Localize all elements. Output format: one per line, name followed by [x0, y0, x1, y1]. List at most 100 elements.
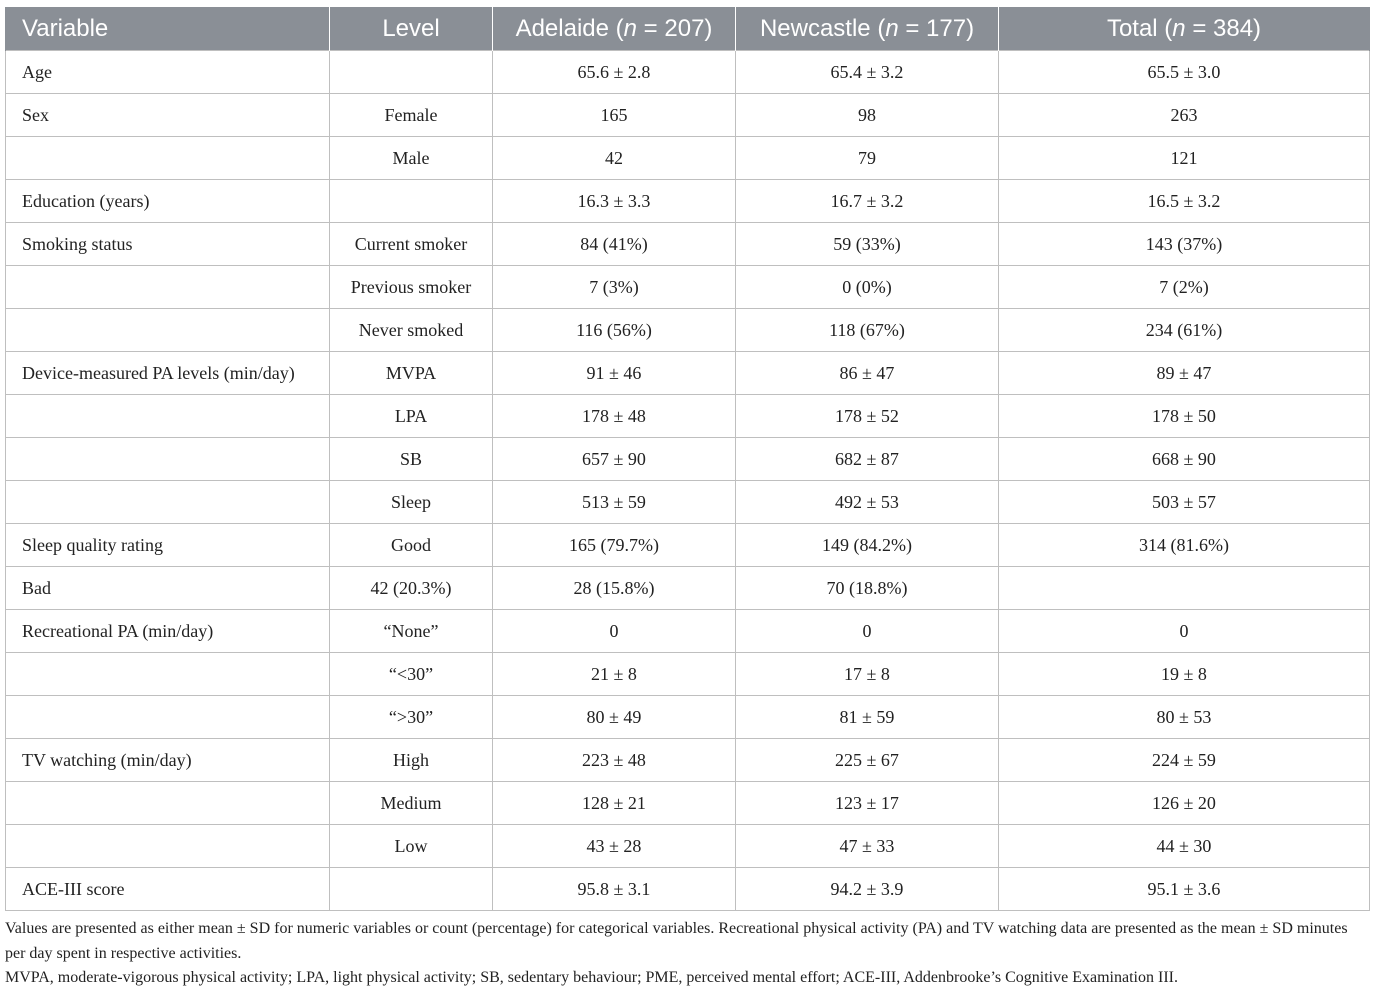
cell-level: Previous smoker [329, 265, 493, 309]
cell-variable [5, 437, 330, 481]
cell-total: 668 ± 90 [998, 437, 1370, 481]
cell-level: Current smoker [329, 222, 493, 266]
cell-adelaide: 91 ± 46 [492, 351, 736, 395]
cell-adelaide: 178 ± 48 [492, 394, 736, 438]
cell-adelaide: 43 ± 28 [492, 824, 736, 868]
cell-newcastle: 123 ± 17 [735, 781, 999, 825]
cell-level: Female [329, 93, 493, 137]
cell-newcastle: 178 ± 52 [735, 394, 999, 438]
cell-newcastle: 47 ± 33 [735, 824, 999, 868]
cell-variable [5, 781, 330, 825]
header-variable: Variable [5, 7, 330, 51]
cell-level: “<30” [329, 652, 493, 696]
cell-total: 65.5 ± 3.0 [998, 50, 1370, 94]
cell-variable [5, 394, 330, 438]
cell-variable: TV watching (min/day) [5, 738, 330, 782]
cell-newcastle: 94.2 ± 3.9 [735, 867, 999, 911]
cell-total: 16.5 ± 3.2 [998, 179, 1370, 223]
table-row: LPA 178 ± 48 178 ± 52 178 ± 50 [5, 394, 1370, 438]
cell-variable: Smoking status [5, 222, 330, 266]
cell-total: 224 ± 59 [998, 738, 1370, 782]
table-row: Recreational PA (min/day) “None” 0 0 0 [5, 609, 1370, 653]
table-row: Device-measured PA levels (min/day) MVPA… [5, 351, 1370, 395]
cell-adelaide: 65.6 ± 2.8 [492, 50, 736, 94]
table-row: Bad 42 (20.3%) 28 (15.8%) 70 (18.8%) [5, 566, 1370, 610]
cell-total: 314 (81.6%) [998, 523, 1370, 567]
cell-variable: Device-measured PA levels (min/day) [5, 351, 330, 395]
table-row: Sex Female 165 98 263 [5, 93, 1370, 137]
cell-level: Sleep [329, 480, 493, 524]
table-row: Male 42 79 121 [5, 136, 1370, 180]
cell-adelaide: 80 ± 49 [492, 695, 736, 739]
table-header: Variable Level Adelaide (n = 207) Newcas… [5, 7, 1370, 51]
cell-variable [5, 265, 330, 309]
cell-variable: ACE-III score [5, 867, 330, 911]
cell-total: 503 ± 57 [998, 480, 1370, 524]
cell-variable [5, 308, 330, 352]
cell-level [329, 179, 493, 223]
table-row: Sleep 513 ± 59 492 ± 53 503 ± 57 [5, 480, 1370, 524]
cell-level: Good [329, 523, 493, 567]
cell-level: “None” [329, 609, 493, 653]
cell-total: 126 ± 20 [998, 781, 1370, 825]
table-row: Previous smoker 7 (3%) 0 (0%) 7 (2%) [5, 265, 1370, 309]
header-adelaide: Adelaide (n = 207) [492, 7, 736, 51]
cell-level [329, 50, 493, 94]
table-row: Age 65.6 ± 2.8 65.4 ± 3.2 65.5 ± 3.0 [5, 50, 1370, 94]
cell-newcastle: 79 [735, 136, 999, 180]
cell-variable [5, 652, 330, 696]
table-row: “>30” 80 ± 49 81 ± 59 80 ± 53 [5, 695, 1370, 739]
cell-level: Male [329, 136, 493, 180]
cell-total: 0 [998, 609, 1370, 653]
cell-level: LPA [329, 394, 493, 438]
cell-newcastle: 17 ± 8 [735, 652, 999, 696]
cell-variable: Bad [5, 566, 330, 610]
cell-total: 121 [998, 136, 1370, 180]
table-row: “<30” 21 ± 8 17 ± 8 19 ± 8 [5, 652, 1370, 696]
cell-variable [5, 824, 330, 868]
header-level: Level [329, 7, 493, 51]
cell-level: “>30” [329, 695, 493, 739]
cell-variable: Education (years) [5, 179, 330, 223]
cell-adelaide: 657 ± 90 [492, 437, 736, 481]
cell-variable: Sleep quality rating [5, 523, 330, 567]
cell-variable: Age [5, 50, 330, 94]
cell-newcastle: 81 ± 59 [735, 695, 999, 739]
cell-variable: Recreational PA (min/day) [5, 609, 330, 653]
cell-adelaide: 84 (41%) [492, 222, 736, 266]
cell-total: 178 ± 50 [998, 394, 1370, 438]
cell-total: 143 (37%) [998, 222, 1370, 266]
cell-newcastle: 59 (33%) [735, 222, 999, 266]
table-footnote: Values are presented as either mean ± SD… [5, 917, 1371, 991]
cell-level: 42 (20.3%) [329, 566, 493, 610]
cell-newcastle: 0 [735, 609, 999, 653]
header-row: Variable Level Adelaide (n = 207) Newcas… [5, 7, 1370, 51]
cell-newcastle: 16.7 ± 3.2 [735, 179, 999, 223]
cell-newcastle: 118 (67%) [735, 308, 999, 352]
cell-adelaide: 513 ± 59 [492, 480, 736, 524]
cell-variable: Sex [5, 93, 330, 137]
cell-level: SB [329, 437, 493, 481]
table-row: TV watching (min/day) High 223 ± 48 225 … [5, 738, 1370, 782]
cell-level: Medium [329, 781, 493, 825]
cell-total: 89 ± 47 [998, 351, 1370, 395]
table-row: SB 657 ± 90 682 ± 87 668 ± 90 [5, 437, 1370, 481]
cell-newcastle: 149 (84.2%) [735, 523, 999, 567]
cell-adelaide: 165 [492, 93, 736, 137]
table-row: Medium 128 ± 21 123 ± 17 126 ± 20 [5, 781, 1370, 825]
cell-newcastle: 98 [735, 93, 999, 137]
cell-newcastle: 86 ± 47 [735, 351, 999, 395]
cell-newcastle: 492 ± 53 [735, 480, 999, 524]
demographics-table: Variable Level Adelaide (n = 207) Newcas… [5, 7, 1370, 911]
cell-variable [5, 136, 330, 180]
table-row: Sleep quality rating Good 165 (79.7%) 14… [5, 523, 1370, 567]
cell-adelaide: 223 ± 48 [492, 738, 736, 782]
cell-adelaide: 21 ± 8 [492, 652, 736, 696]
cell-variable [5, 695, 330, 739]
cell-level: MVPA [329, 351, 493, 395]
cell-newcastle: 0 (0%) [735, 265, 999, 309]
table-row: Smoking status Current smoker 84 (41%) 5… [5, 222, 1370, 266]
cell-adelaide: 95.8 ± 3.1 [492, 867, 736, 911]
cell-total: 7 (2%) [998, 265, 1370, 309]
cell-adelaide: 16.3 ± 3.3 [492, 179, 736, 223]
